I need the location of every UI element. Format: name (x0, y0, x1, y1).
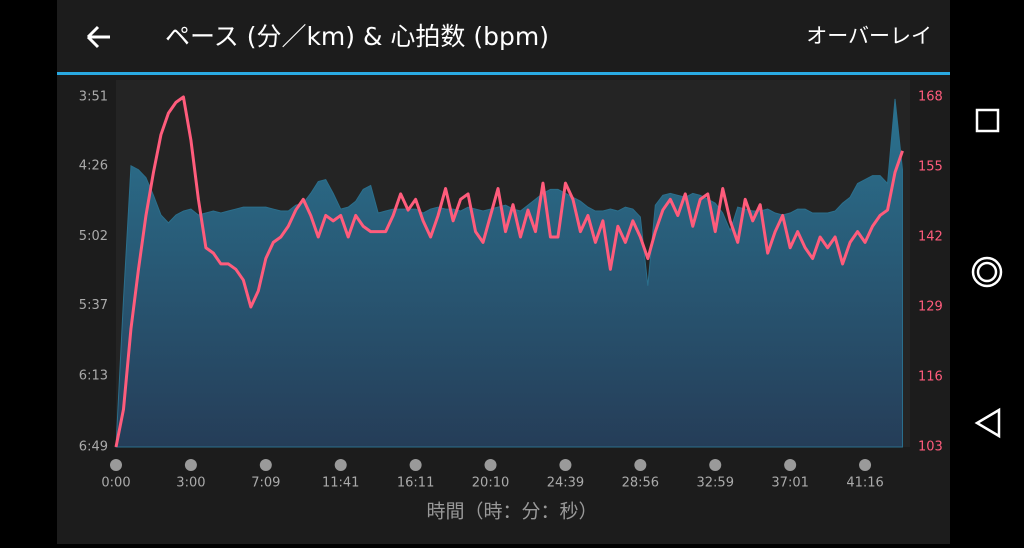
y-tick-label: 6:13 (79, 369, 108, 384)
x-tick-dot (634, 459, 647, 471)
x-tick-label: 24:39 (547, 476, 584, 491)
x-tick-label: 32:59 (697, 476, 734, 491)
nav-back-button[interactable] (974, 407, 1001, 439)
y-tick-label: 4:26 (79, 158, 108, 173)
x-axis-title: 時間（時：分：秒） (426, 501, 597, 523)
overlay-button[interactable]: オーバーレイ (806, 24, 932, 48)
x-tick-dot (484, 459, 497, 471)
x-tick-dot (184, 459, 197, 471)
x-tick-label: 20:10 (472, 476, 509, 491)
x-tick-label: 16:11 (397, 476, 434, 491)
y2-tick-label: 116 (918, 370, 943, 385)
y2-tick-label: 142 (918, 230, 943, 245)
x-tick-label: 28:56 (622, 476, 659, 491)
x-tick-label: 41:16 (846, 476, 883, 491)
y-tick-label: 5:02 (79, 229, 108, 244)
x-tick-dot (259, 459, 272, 471)
y2-tick-label: 155 (918, 160, 943, 175)
header-underline (57, 72, 950, 75)
title: ペース (分／km) & 心拍数 (bpm) (165, 22, 549, 51)
home-button[interactable] (971, 256, 1003, 288)
x-tick-label: 3:00 (176, 476, 205, 491)
y2-tick-label: 168 (918, 90, 943, 105)
x-tick-dot (859, 459, 872, 471)
y-tick-label: 6:49 (79, 440, 108, 455)
x-tick-label: 11:41 (322, 476, 359, 491)
x-tick-dot (334, 459, 347, 471)
x-tick-dot (110, 459, 122, 471)
x-tick-dot (559, 459, 572, 471)
x-tick-label: 7:09 (251, 476, 280, 491)
y-tick-label: 5:37 (79, 298, 108, 313)
home-inner (976, 261, 998, 283)
x-tick-dot (409, 459, 422, 471)
x-tick-dot (784, 459, 797, 471)
y-tick-label: 3:51 (79, 90, 108, 105)
y2-tick-label: 129 (918, 300, 943, 315)
y2-tick-label: 103 (918, 440, 943, 455)
x-tick-label: 0:00 (101, 476, 130, 491)
back-button[interactable] (86, 25, 110, 49)
x-tick-dot (709, 459, 722, 471)
x-tick-label: 37:01 (771, 476, 808, 491)
heart-rate-line (114, 95, 904, 448)
recents-button[interactable] (975, 108, 1000, 133)
